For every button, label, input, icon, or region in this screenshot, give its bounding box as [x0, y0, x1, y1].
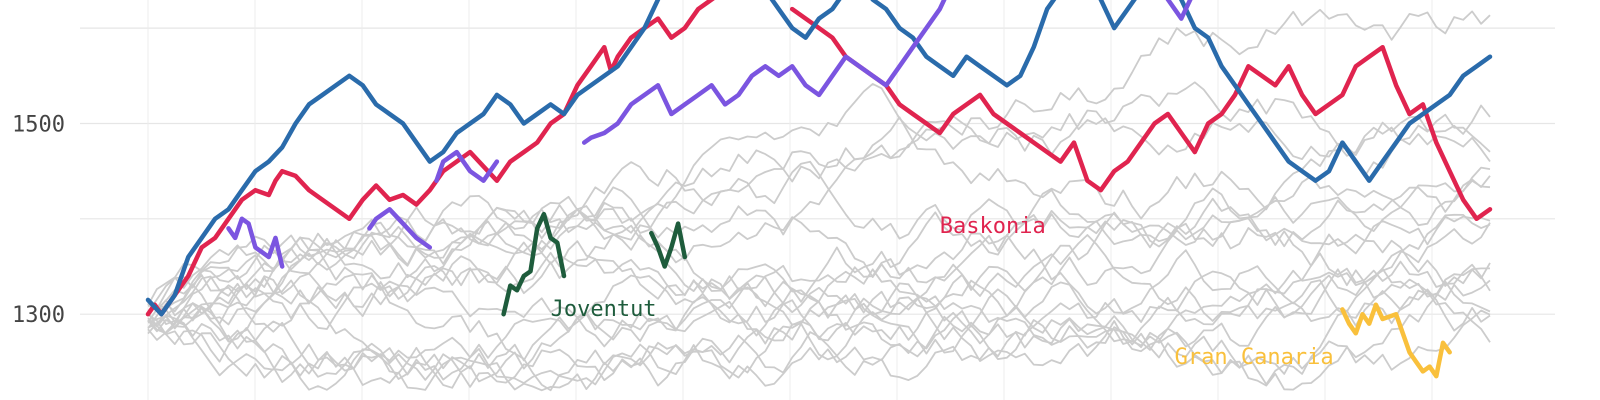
- series-3-line: [434, 149, 500, 183]
- series-3-line: [226, 216, 285, 269]
- gran-canaria-line: [1340, 302, 1452, 379]
- background-series-line: [147, 81, 1491, 309]
- grid-layer: [80, 0, 1555, 400]
- y-tick-label: 1500: [12, 112, 65, 137]
- baskonia-line: [145, 0, 715, 317]
- background-series-line: [147, 116, 1491, 314]
- background-series-line: [147, 83, 1491, 341]
- baskonia-label: Baskonia: [940, 214, 1046, 239]
- background-series-line: [147, 280, 1491, 391]
- background-series-line: [147, 222, 1491, 392]
- background-series-line: [147, 248, 1491, 367]
- y-tick-label: 1300: [12, 303, 65, 328]
- series-2-line: [145, 0, 1493, 317]
- gran-canaria-label: Gran Canaria: [1175, 345, 1334, 370]
- highlighted-series-group: [145, 0, 1493, 379]
- joventut-line: [649, 221, 688, 269]
- background-series-line: [147, 166, 1491, 358]
- joventut-line: [501, 211, 567, 317]
- background-series-group: [147, 8, 1491, 392]
- background-series-line: [147, 213, 1491, 343]
- background-series-line: [147, 104, 1491, 317]
- series-3-line: [581, 0, 1193, 145]
- background-series-line: [147, 197, 1491, 381]
- background-series-line: [147, 175, 1491, 306]
- baskonia-line: [789, 6, 1493, 222]
- joventut-label: Joventut: [551, 297, 657, 322]
- background-series-line: [147, 8, 1491, 330]
- series-3-line: [367, 207, 433, 250]
- series-label-group: Baskonia Joventut Gran Canaria: [551, 214, 1334, 370]
- background-series-line: [147, 234, 1490, 386]
- y-axis-ticks: 1300 1500: [12, 112, 65, 328]
